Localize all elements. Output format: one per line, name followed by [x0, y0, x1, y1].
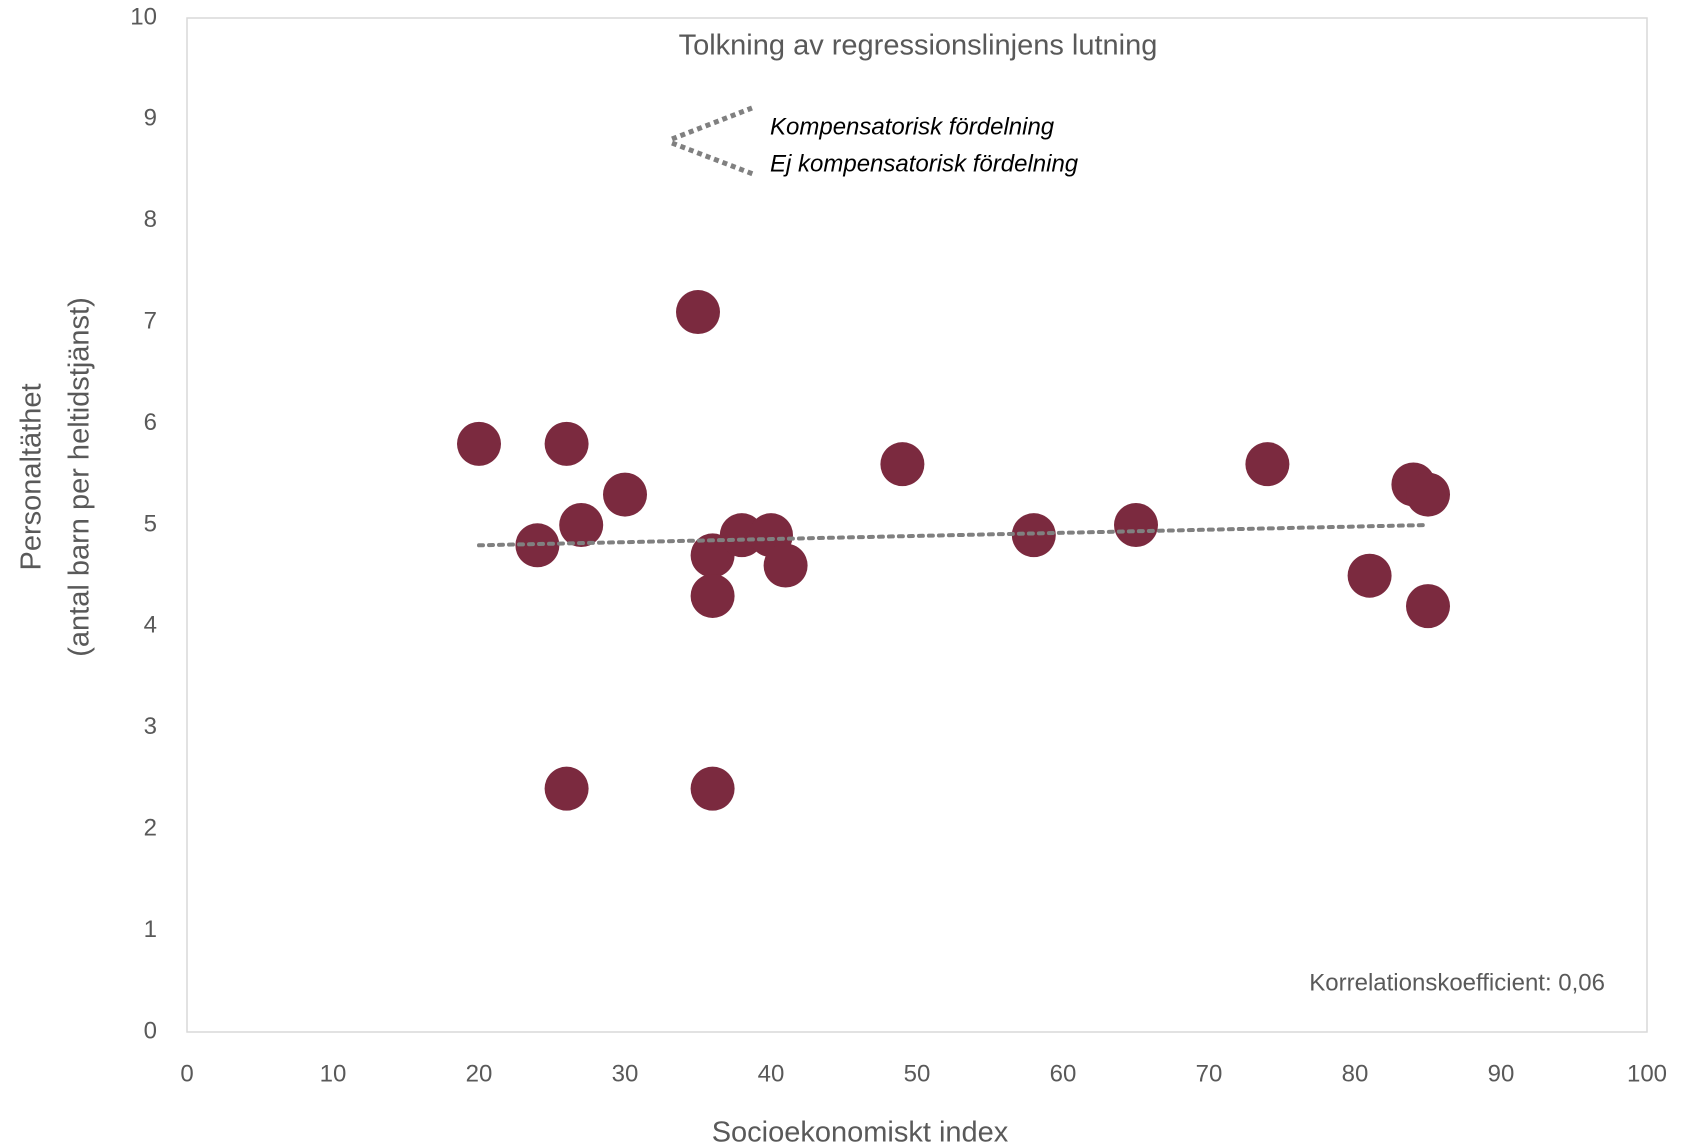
- plot-frame: [186, 17, 1648, 1033]
- legend-up-label: Kompensatorisk fördelning: [770, 113, 1055, 140]
- y-tick-label: 1: [144, 916, 157, 943]
- point: [457, 421, 501, 466]
- point: [690, 766, 735, 811]
- point: [1114, 503, 1158, 547]
- y-tick-label: 3: [144, 713, 157, 740]
- x-axis-label: Socioekonomiskt index: [712, 1117, 1009, 1147]
- point: [1406, 584, 1450, 629]
- chart-title: Tolkning av regressionslinjens lutning: [679, 30, 1158, 62]
- point: [880, 442, 925, 487]
- point: [1245, 442, 1290, 487]
- y-tick-label: 0: [144, 1017, 157, 1044]
- point: [544, 766, 589, 811]
- y-tick-label: 5: [144, 510, 157, 537]
- point: [544, 421, 589, 466]
- legend-up-line: [671, 105, 753, 142]
- point: [603, 472, 647, 517]
- point: [676, 290, 720, 335]
- x-tick-label: 0: [180, 1060, 193, 1087]
- point: [515, 523, 560, 568]
- y-tick-label: 10: [130, 3, 157, 30]
- point: [559, 503, 604, 547]
- x-tick-label: 80: [1342, 1060, 1369, 1087]
- y-axis-label: (antal barn per heltidstjänst): [64, 297, 96, 656]
- y-axis-label: Personaltäthet: [16, 383, 48, 570]
- legend-down-line: [671, 140, 754, 177]
- x-tick-label: 70: [1196, 1060, 1223, 1087]
- x-tick-label: 20: [466, 1060, 493, 1087]
- y-tick-label: 8: [144, 206, 157, 233]
- y-tick-label: 2: [144, 815, 157, 842]
- y-tick-label: 7: [144, 308, 157, 335]
- correlation-label: Korrelationskoefficient: 0,06: [1309, 969, 1605, 996]
- x-tick-label: 50: [904, 1060, 931, 1087]
- y-tick-label: 6: [144, 409, 157, 436]
- x-tick-label: 10: [320, 1060, 347, 1087]
- x-tick-label: 30: [612, 1060, 639, 1087]
- legend-down-label: Ej kompensatorisk fördelning: [770, 150, 1079, 177]
- x-tick-label: 60: [1050, 1060, 1077, 1087]
- point: [690, 573, 735, 618]
- point: [1347, 553, 1392, 598]
- x-tick-label: 90: [1488, 1060, 1515, 1087]
- x-tick-label: 40: [758, 1060, 785, 1087]
- point: [763, 543, 808, 588]
- trendline: [477, 523, 1430, 548]
- y-tick-label: 9: [144, 105, 157, 132]
- point: [1406, 472, 1450, 517]
- x-tick-label: 100: [1627, 1060, 1667, 1087]
- y-tick-label: 4: [144, 612, 157, 639]
